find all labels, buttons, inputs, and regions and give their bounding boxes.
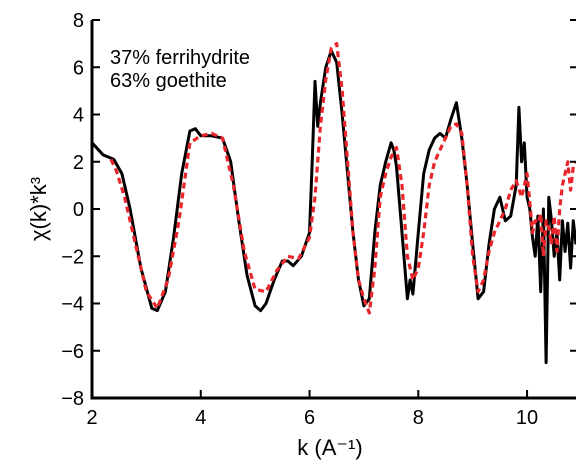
- x-tick-label-0: 2: [86, 407, 97, 429]
- y-tick-label-0: −8: [61, 388, 84, 410]
- x-tick-label-4: 10: [516, 407, 538, 429]
- x-tick-label-2: 6: [304, 407, 315, 429]
- y-tick-label-8: 8: [73, 10, 84, 32]
- annotation-goethite: 63% goethite: [110, 70, 227, 92]
- series-line-1: [109, 42, 576, 315]
- annotation-layer: 37% ferrihydrite 63% goethite: [110, 47, 250, 92]
- y-tick-label-7: 6: [73, 57, 84, 79]
- x-tick-label-3: 8: [413, 407, 424, 429]
- y-tick-label-1: −6: [61, 341, 84, 363]
- x-axis-title: k (A⁻¹): [297, 435, 362, 460]
- y-tick-label-6: 4: [73, 105, 84, 127]
- y-tick-label-5: 2: [73, 152, 84, 174]
- y-tick-label-3: −2: [61, 246, 84, 268]
- series-line-0: [92, 49, 576, 365]
- annotation-ferrihydrite: 37% ferrihydrite: [110, 47, 250, 69]
- y-tick-label-4: 0: [73, 199, 84, 221]
- y-tick-label-2: −4: [61, 294, 84, 316]
- axes-layer: 2 4 6 8 10 −8 −6 −4 −2 0 2 4 6 8: [61, 10, 576, 429]
- y-axis-title: χ(k)*k³: [26, 177, 51, 241]
- series-layer: [92, 42, 576, 365]
- x-tick-label-1: 4: [195, 407, 206, 429]
